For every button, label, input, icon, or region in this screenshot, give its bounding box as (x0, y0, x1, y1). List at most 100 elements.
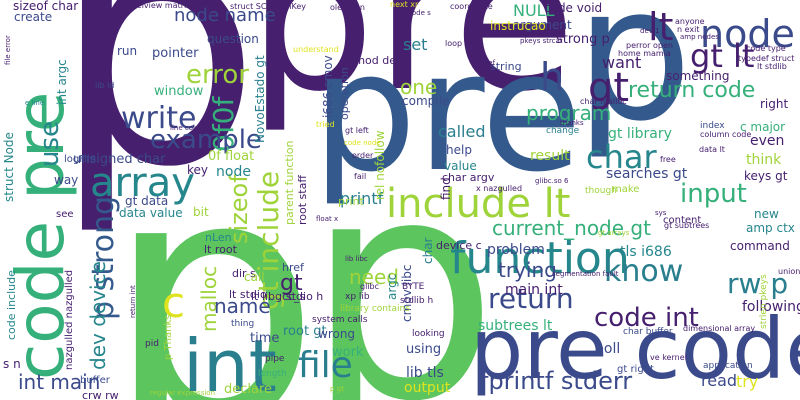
cloud-word: set (403, 35, 428, 54)
cloud-word: sizeof char (13, 0, 79, 13)
cloud-word: problem (487, 242, 545, 258)
cloud-word: struct SCustomKey (230, 2, 306, 11)
cloud-word: cdef (480, 59, 496, 67)
cloud-word: gt arrays (598, 229, 630, 237)
cloud-word: create (14, 10, 53, 24)
cloud-word: code include (5, 270, 18, 340)
cloud-word: dev 1 (640, 27, 660, 35)
cloud-word: modelview matrix (119, 1, 191, 10)
cloud-word: x nazgulled (476, 184, 523, 193)
cloud-word: keys gt (744, 169, 788, 183)
cloud-word: perror open (626, 41, 673, 50)
cloud-word: input (680, 179, 747, 209)
cloud-word: NovoEstado gt (253, 55, 267, 143)
cloud-word: lt stdio (229, 288, 267, 301)
cloud-word: way (54, 173, 79, 187)
cloud-word: even (750, 133, 785, 149)
cloud-word: current_node gt (492, 216, 651, 240)
cloud-word: understand (293, 45, 339, 54)
cloud-word: strlen pkeys (759, 274, 769, 329)
cloud-word: add (88, 49, 104, 58)
cloud-word: print (338, 195, 364, 208)
cloud-word: content (663, 215, 702, 226)
cloud-word: file (298, 345, 353, 386)
cloud-word: application (703, 361, 753, 371)
cloud-word: char malloc (580, 97, 627, 106)
cloud-word: compile (402, 94, 450, 108)
cloud-word: crw rw (82, 389, 119, 400)
cloud-word: code node (344, 139, 381, 147)
cloud-word: p Thanks (163, 314, 174, 360)
cloud-word: dev device (86, 261, 110, 370)
cloud-word: char (586, 138, 657, 176)
cloud-word: line column (170, 124, 211, 132)
cloud-word: gt library (608, 126, 672, 142)
cloud-word: write (121, 101, 197, 136)
cloud-word: gt right (617, 364, 654, 375)
cloud-word: glibc (360, 282, 379, 291)
cloud-word: example (150, 125, 262, 155)
cloud-word: 0f float (208, 149, 255, 164)
cloud-word: though (585, 186, 617, 196)
cloud-word: second (204, 0, 213, 17)
cloud-word: coordinate (450, 2, 493, 11)
cloud-word: h (540, 55, 565, 99)
cloud-word: lib ld (95, 81, 115, 90)
cloud-word: work (332, 345, 364, 360)
cloud-word: argument (513, 18, 572, 32)
cloud-word: union (778, 267, 800, 276)
cloud-word: lt (648, 5, 674, 49)
cloud-word: following (742, 299, 800, 315)
cloud-word: next xr (390, 0, 419, 9)
cloud-word: node (700, 12, 795, 56)
cloud-word: library contains (340, 304, 410, 314)
cloud-word: instrucao (490, 19, 546, 33)
cloud-word: make (612, 184, 640, 195)
cloud-word: float x (316, 215, 339, 223)
cloud-word: tried (316, 120, 335, 129)
cloud-word: struct Node (2, 132, 16, 202)
cloud-word: stdlib h (400, 296, 434, 306)
cloud-word: nLen (205, 231, 232, 244)
cloud-word: poll (595, 341, 621, 357)
cloud-word: logFile (64, 154, 96, 165)
cloud-word: code void (544, 1, 603, 15)
cloud-word: wrong (318, 327, 356, 341)
cloud-word: call (244, 270, 265, 284)
cloud-word: int argc (55, 59, 69, 105)
cloud-word: dir s (232, 267, 256, 280)
cloud-word: regular expression (150, 389, 216, 397)
cloud-word: key (187, 163, 209, 177)
cloud-word: n exit (677, 25, 700, 34)
cloud-word: p (575, 0, 693, 162)
cloud-word: char buffer (623, 327, 673, 337)
cloud-word: thing (231, 319, 255, 329)
cloud-word: p (105, 104, 321, 400)
cloud-word: something (666, 69, 730, 83)
cloud-word: href (282, 261, 304, 274)
cloud-word: node (216, 164, 251, 180)
cloud-word: pid (145, 339, 159, 349)
cloud-word: sys (655, 209, 667, 217)
cloud-word: gt (280, 271, 303, 296)
cloud-word: loop (445, 39, 463, 48)
cloud-word: parent function (283, 140, 296, 226)
cloud-word: lib tls (406, 365, 444, 381)
cloud-word: length (258, 369, 287, 379)
cloud-word: pre code (470, 300, 800, 398)
cloud-word: xp lib (345, 292, 370, 302)
cloud-word: column code (700, 130, 752, 139)
cloud-word: olen tlen (330, 3, 366, 12)
cloud-word: function (450, 233, 630, 284)
cloud-word: return code (628, 78, 756, 103)
cloud-word: order (352, 151, 374, 160)
cloud-word: array (90, 160, 195, 206)
cloud-word: command (730, 239, 790, 253)
cloud-word: int (183, 324, 277, 400)
cloud-word: called (438, 122, 486, 141)
cloud-word: lt libgcc_s (251, 290, 306, 303)
cloud-word: bit (193, 205, 209, 219)
cloud-word: pipe (265, 354, 285, 364)
cloud-word: return int (129, 285, 137, 318)
cloud-word: program (526, 101, 612, 125)
